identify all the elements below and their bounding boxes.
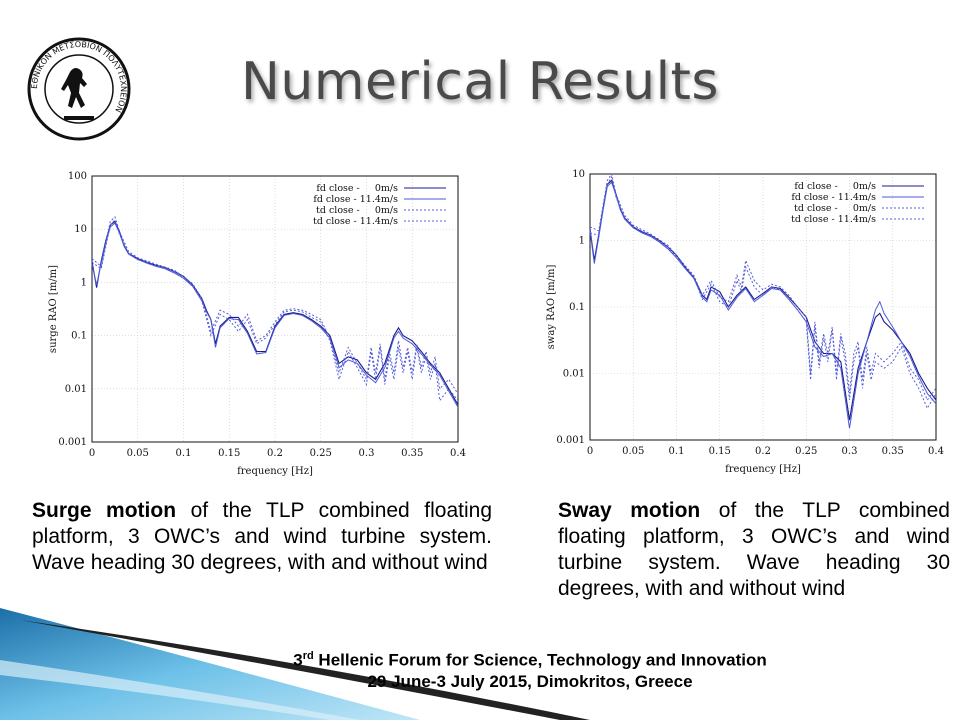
sway-x-axis-label: frequency [Hz] [725, 464, 801, 475]
surge-x-axis-label: frequency [Hz] [237, 466, 313, 477]
surge-x-tick-label: 0.2 [267, 448, 283, 459]
sway-rao-chart: 0 0.05 0.1 0.15 0.2 0.25 0.3 0.35 0.4 10 1 0.1 0.01 0… [530, 158, 950, 478]
footer-forum-name: Hellenic Forum for Science, Technology a… [313, 650, 767, 670]
surge-y-tick-label: 0.01 [65, 384, 87, 395]
surge-series-line [91, 218, 459, 402]
sway-legend-label: fd close - 0m/s [794, 181, 876, 192]
sway-y-tick-label: 0.1 [569, 302, 585, 313]
sway-caption-text: of the TLP combined floating platform, 3… [558, 499, 950, 600]
sway-x-tick-label: 0.1 [669, 446, 685, 457]
sway-x-tick-label: 0.25 [795, 446, 817, 457]
sway-caption: Sway motion of the TLP combined floating… [558, 498, 950, 602]
surge-caption: Surge motion of the TLP combined floatin… [32, 498, 492, 576]
surge-x-tick-label: 0.3 [359, 448, 375, 459]
sway-caption-bold: Sway motion [558, 499, 701, 522]
surge-legend-label: td close - 0m/s [316, 205, 398, 216]
sway-x-tick-label: 0.2 [755, 446, 771, 457]
footer-ordinal: 3 [293, 650, 303, 670]
surge-legend-label: fd close - 0m/s [316, 183, 398, 194]
sway-x-tick-label: 0 [587, 446, 593, 457]
sway-x-tick-label: 0.35 [882, 446, 904, 457]
surge-y-axis-label: surge RAO [m/m] [48, 265, 59, 353]
slide-title: Numerical Results [240, 52, 720, 112]
surge-series-line [91, 215, 459, 395]
sway-y-tick-label: 0.001 [556, 435, 585, 446]
surge-y-tick-label: 100 [68, 171, 87, 182]
sway-y-tick-label: 0.01 [563, 369, 585, 380]
surge-x-tick-label: 0 [89, 448, 95, 459]
surge-caption-bold: Surge motion [32, 499, 177, 522]
surge-x-tick-label: 0.4 [450, 448, 466, 459]
sway-series-line [589, 172, 937, 401]
sway-legend-label: td close - 11.4m/s [791, 214, 876, 225]
surge-y-tick-label: 0.001 [58, 437, 87, 448]
surge-rao-chart: 0 0.05 0.1 0.15 0.2 0.25 0.3 0.35 0.4 100 10 1 0.1 0.… [30, 160, 470, 480]
ntua-logo-icon: ΕΘΝΙΚΟΝ ΜΕΤΣΟΒΙΟΝ ΠΟΛΥΤΕΧΝΕΙΟΝ [27, 37, 131, 141]
surge-legend-label: fd close - 11.4m/s [313, 194, 398, 205]
sway-series-line [589, 181, 937, 429]
surge-plot-frame [91, 175, 459, 443]
sway-y-tick-label: 10 [572, 169, 585, 180]
surge-y-tick-label: 0.1 [71, 331, 87, 342]
sway-y-tick-label: 1 [579, 236, 585, 247]
surge-series-line [91, 222, 459, 408]
sway-x-tick-label: 0.05 [622, 446, 644, 457]
surge-x-tick-label: 0.05 [127, 448, 149, 459]
sway-x-tick-label: 0.15 [709, 446, 731, 457]
surge-x-tick-label: 0.25 [310, 448, 332, 459]
surge-y-tick-label: 1 [81, 277, 87, 288]
surge-x-tick-label: 0.35 [401, 448, 423, 459]
surge-caption-text: of the TLP combined floating platform, 3… [32, 499, 492, 574]
surge-y-tick-label: 10 [74, 224, 87, 235]
sway-y-axis-label: sway RAO [m/m] [546, 265, 557, 350]
surge-legend-label: td close - 11.4m/s [313, 216, 398, 227]
footer-line-2: 29 June-3 July 2015, Dimokritos, Greece [367, 671, 693, 691]
bottom-wave-decoration [0, 608, 590, 720]
sway-legend-label: fd close - 11.4m/s [791, 192, 876, 203]
sway-x-tick-label: 0.3 [842, 446, 858, 457]
footer-line-1: 3rd Hellenic Forum for Science, Technolo… [190, 646, 870, 671]
sway-series-line [589, 175, 937, 410]
footer: 3rd Hellenic Forum for Science, Technolo… [190, 646, 870, 692]
surge-x-tick-label: 0.1 [176, 448, 192, 459]
sway-legend-label: td close - 0m/s [794, 203, 876, 214]
footer-ordinal-suffix: rd [302, 650, 314, 662]
surge-x-tick-label: 0.15 [218, 448, 240, 459]
sway-x-tick-label: 0.4 [928, 446, 944, 457]
sway-plot-frame [589, 173, 937, 441]
